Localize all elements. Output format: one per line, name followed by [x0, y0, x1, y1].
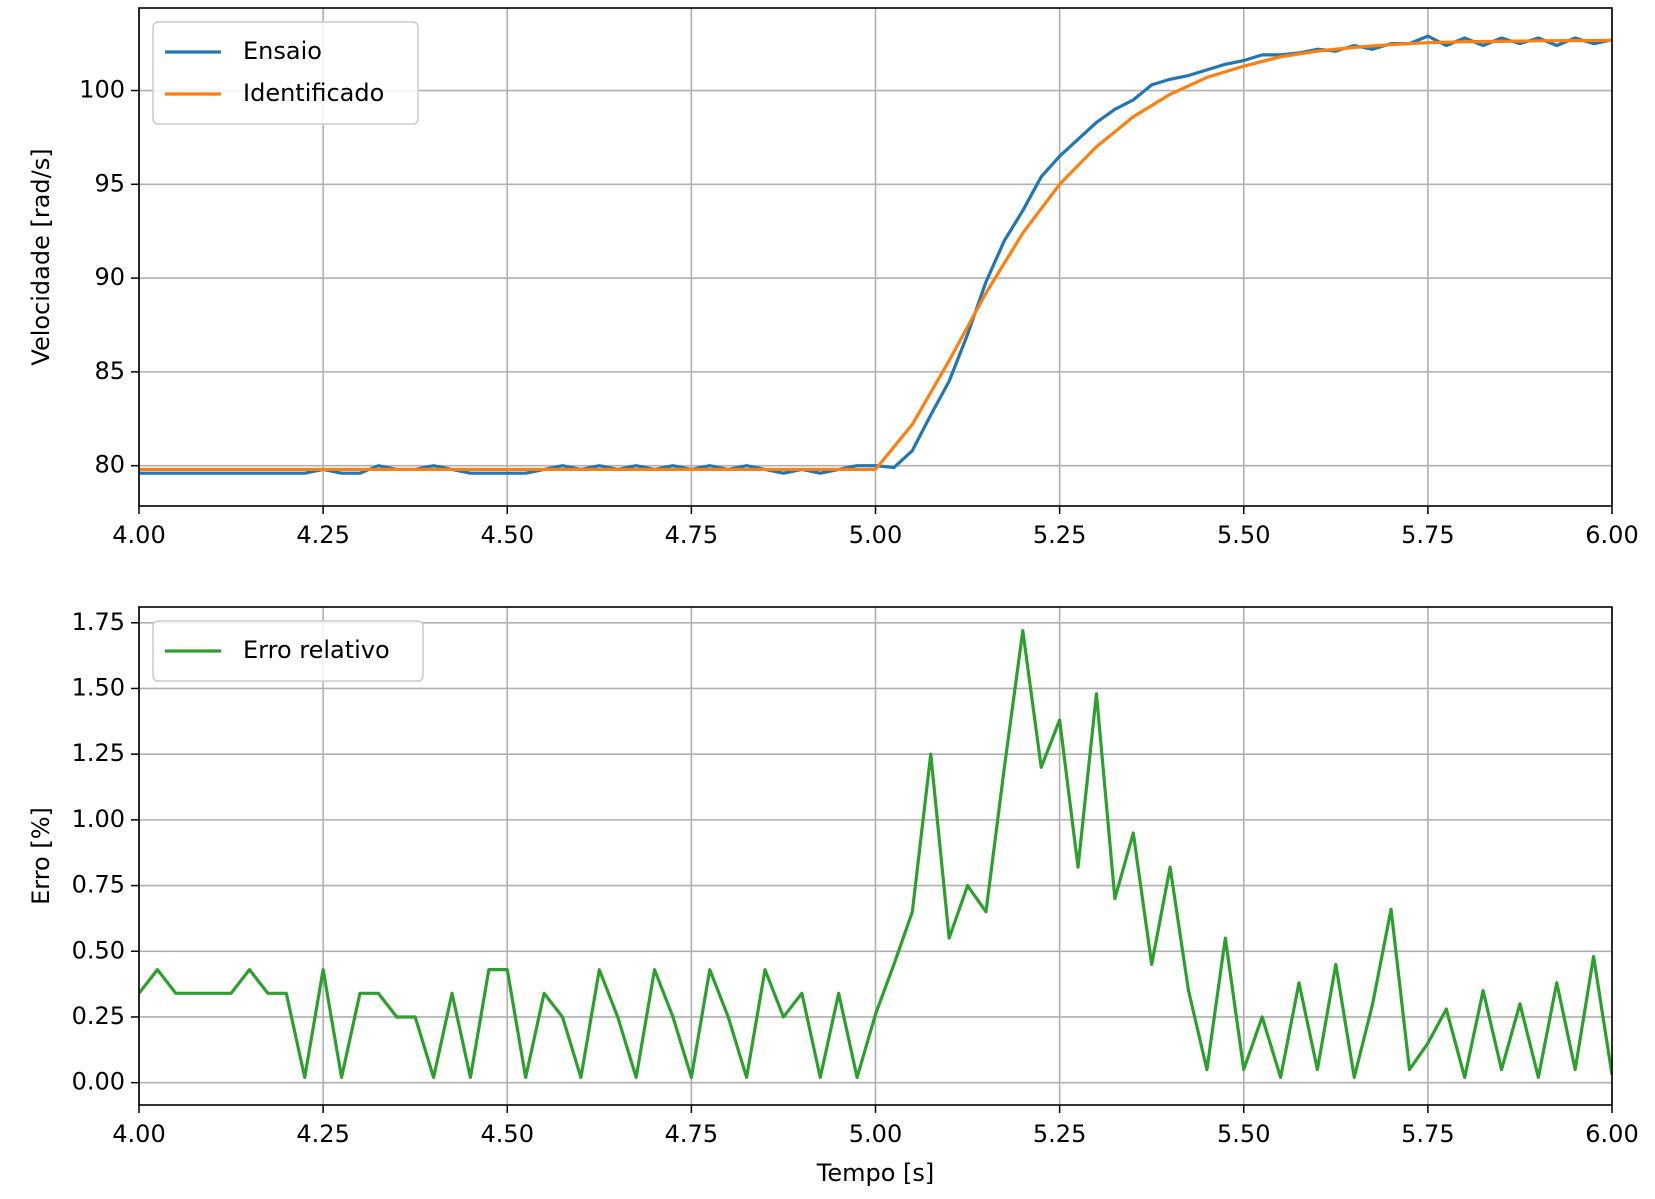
x-tick-label: 4.25 — [296, 521, 349, 549]
legend-label: Erro relativo — [243, 636, 390, 664]
y-tick-label: 0.50 — [72, 936, 125, 964]
legend-box — [152, 620, 424, 682]
y-tick-label: 0.75 — [72, 871, 125, 899]
y-tick-label: 0.25 — [72, 1002, 125, 1030]
y-tick-label: 95 — [94, 169, 125, 197]
x-tick-label: 5.00 — [849, 521, 902, 549]
x-tick-label: 5.50 — [1217, 521, 1270, 549]
data-line — [139, 38, 1612, 472]
y-tick-label: 1.50 — [72, 673, 125, 701]
y-tick-label: 1.25 — [72, 739, 125, 767]
x-tick-label: 5.50 — [1217, 1120, 1270, 1148]
x-tick-label: 5.25 — [1033, 1120, 1086, 1148]
y-axis-label: Velocidade [rad/s] — [27, 148, 55, 365]
x-tick-label: 5.00 — [849, 1120, 902, 1148]
y-tick-label: 0.00 — [72, 1068, 125, 1096]
y-tick-label: 85 — [94, 357, 125, 385]
y-tick-label: 1.75 — [72, 608, 125, 636]
y-tick-label: 1.00 — [72, 805, 125, 833]
x-tick-label: 4.75 — [665, 521, 718, 549]
x-axis-label: Tempo [s] — [816, 1159, 935, 1187]
y-tick-label: 80 — [94, 451, 125, 479]
y-tick-label: 100 — [79, 76, 125, 104]
x-tick-label: 5.25 — [1033, 521, 1086, 549]
legend-label: Ensaio — [243, 37, 322, 65]
x-tick-label: 4.75 — [665, 1120, 718, 1148]
x-tick-label: 4.00 — [112, 521, 165, 549]
x-tick-label: 6.00 — [1585, 1120, 1638, 1148]
legend-label: Identificado — [243, 79, 384, 107]
x-tick-label: 5.75 — [1401, 521, 1454, 549]
x-tick-label: 6.00 — [1585, 521, 1638, 549]
y-axis-label: Erro [%] — [27, 807, 55, 905]
legend-box — [152, 21, 419, 125]
x-tick-label: 5.75 — [1401, 1120, 1454, 1148]
y-tick-label: 90 — [94, 263, 125, 291]
x-tick-label: 4.25 — [296, 1120, 349, 1148]
x-tick-label: 4.50 — [481, 1120, 534, 1148]
axes-frame — [138, 7, 1613, 507]
x-tick-label: 4.00 — [112, 1120, 165, 1148]
data-line — [139, 629, 1612, 1080]
axes-frame — [138, 606, 1613, 1106]
x-tick-label: 4.50 — [481, 521, 534, 549]
